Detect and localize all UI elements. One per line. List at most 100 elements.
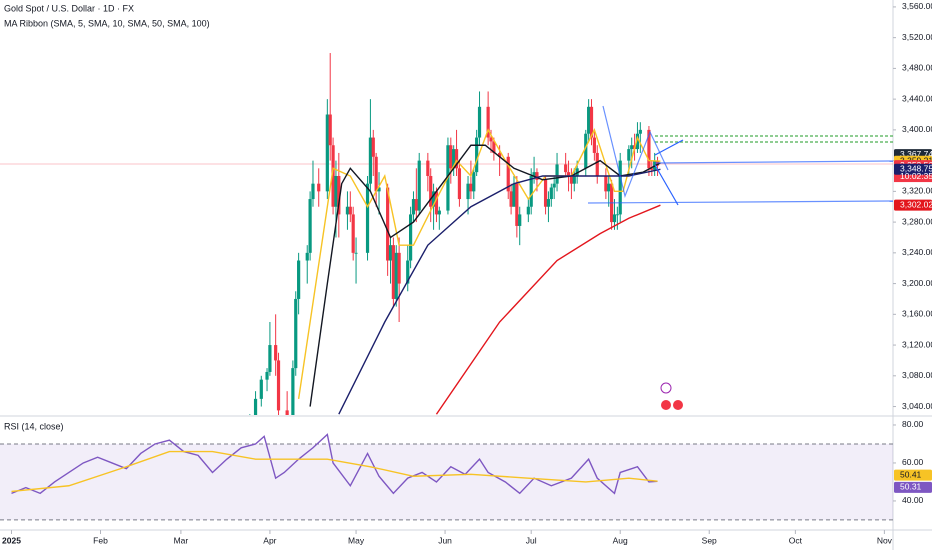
x-tick-label: Apr bbox=[263, 535, 276, 545]
candle-body bbox=[549, 187, 553, 200]
candle-body bbox=[587, 106, 591, 134]
candle-body bbox=[374, 156, 378, 192]
countdown-bg bbox=[894, 171, 932, 183]
candle-body bbox=[345, 206, 350, 215]
candle-body bbox=[647, 129, 651, 169]
candle-body bbox=[486, 106, 490, 138]
candle-body bbox=[612, 214, 617, 223]
candle-body bbox=[417, 160, 421, 211]
candle-body bbox=[328, 114, 332, 146]
candle-body bbox=[274, 345, 278, 361]
candle-body bbox=[276, 360, 281, 411]
candle-body bbox=[638, 129, 642, 134]
candle-body bbox=[618, 160, 622, 215]
candle-body bbox=[489, 137, 493, 142]
candle-body bbox=[472, 172, 476, 192]
x-tick-label: Aug bbox=[613, 535, 628, 545]
candle-body bbox=[555, 164, 559, 184]
candle-body bbox=[457, 168, 462, 200]
rsi-band bbox=[0, 443, 893, 520]
candle-body bbox=[394, 252, 398, 299]
candle-body bbox=[607, 183, 611, 192]
candle-body bbox=[268, 345, 272, 372]
y-tick-label: 3,560.00 bbox=[902, 1, 932, 11]
price-label: 3,302.02 bbox=[900, 199, 932, 209]
candle-body bbox=[477, 106, 482, 138]
candle-body bbox=[397, 252, 401, 284]
y-tick-label: 3,520.00 bbox=[902, 32, 932, 42]
y-tick-label: 3,400.00 bbox=[902, 124, 932, 134]
event-icon[interactable] bbox=[661, 400, 671, 410]
candle-body bbox=[635, 133, 640, 150]
candle-body bbox=[437, 210, 441, 215]
price-label-bg bbox=[894, 163, 932, 175]
y-tick-label: 3,200.00 bbox=[902, 278, 932, 288]
x-tick-label: Jul bbox=[526, 535, 537, 545]
candle-body bbox=[572, 175, 576, 184]
candle-body bbox=[354, 252, 358, 254]
candle-body bbox=[351, 214, 355, 253]
candle-body bbox=[305, 252, 309, 261]
candle-body bbox=[526, 206, 530, 215]
price-label-bg bbox=[894, 469, 932, 481]
candle-body bbox=[518, 214, 522, 226]
candle-body bbox=[248, 418, 251, 430]
candle-body bbox=[589, 106, 594, 138]
candle-body bbox=[406, 260, 410, 284]
candle-body bbox=[492, 141, 496, 153]
candle-body bbox=[566, 172, 571, 176]
candle-body bbox=[434, 191, 439, 215]
x-tick-label: Feb bbox=[93, 535, 108, 545]
candle-body bbox=[546, 199, 551, 207]
candle-body bbox=[371, 137, 375, 157]
candle-body bbox=[253, 398, 258, 415]
rsi-tick-label: 60.00 bbox=[902, 457, 924, 467]
rsi-tick-label: 40.00 bbox=[902, 495, 924, 505]
price-label-bg bbox=[894, 199, 932, 211]
ma-line bbox=[435, 204, 661, 415]
rsi-legend: RSI (14, close) bbox=[4, 421, 64, 431]
candle-body bbox=[334, 175, 338, 207]
candle-body bbox=[627, 149, 631, 161]
y-tick-label: 3,080.00 bbox=[902, 370, 932, 380]
candle-body bbox=[431, 191, 436, 207]
candle-body bbox=[377, 187, 381, 192]
candle-body bbox=[308, 199, 312, 253]
candle-body bbox=[426, 160, 430, 176]
candle-body bbox=[584, 133, 588, 169]
candle-body bbox=[348, 206, 352, 215]
candle-body bbox=[391, 245, 395, 299]
y-tick-label: 3,480.00 bbox=[902, 63, 932, 73]
ma-line bbox=[309, 144, 661, 407]
ma-line bbox=[338, 168, 661, 415]
countdown: 10:02:35 bbox=[900, 171, 932, 181]
rsi-line bbox=[11, 450, 658, 493]
candle-body bbox=[414, 199, 418, 211]
candle-body bbox=[411, 199, 416, 215]
candle-body bbox=[317, 183, 321, 192]
candle-body bbox=[297, 260, 301, 299]
y-tick-label: 3,120.00 bbox=[902, 339, 932, 349]
candle-body bbox=[388, 245, 393, 261]
candle-body bbox=[294, 298, 298, 369]
candle-body bbox=[543, 179, 548, 207]
x-tick-label: Mar bbox=[174, 535, 189, 545]
candle-body bbox=[365, 183, 370, 253]
candle-body bbox=[291, 368, 295, 415]
candle-body bbox=[552, 183, 556, 188]
indicator-legend: MA Ribbon (SMA, 5, SMA, 10, SMA, 50, SMA… bbox=[4, 18, 210, 28]
event-icon[interactable] bbox=[673, 400, 683, 410]
price-label-bg bbox=[894, 481, 932, 493]
rsi-tick-label: 80.00 bbox=[902, 419, 924, 429]
candle-body bbox=[506, 156, 510, 192]
candle-body bbox=[452, 149, 456, 169]
candle-body bbox=[368, 137, 373, 184]
candle-body bbox=[449, 145, 453, 169]
x-tick-label: May bbox=[348, 535, 365, 545]
candle-body bbox=[498, 152, 502, 157]
level-line bbox=[587, 200, 894, 204]
candle-body bbox=[532, 172, 536, 176]
candle-body bbox=[529, 175, 533, 207]
event-icon[interactable] bbox=[660, 382, 672, 394]
